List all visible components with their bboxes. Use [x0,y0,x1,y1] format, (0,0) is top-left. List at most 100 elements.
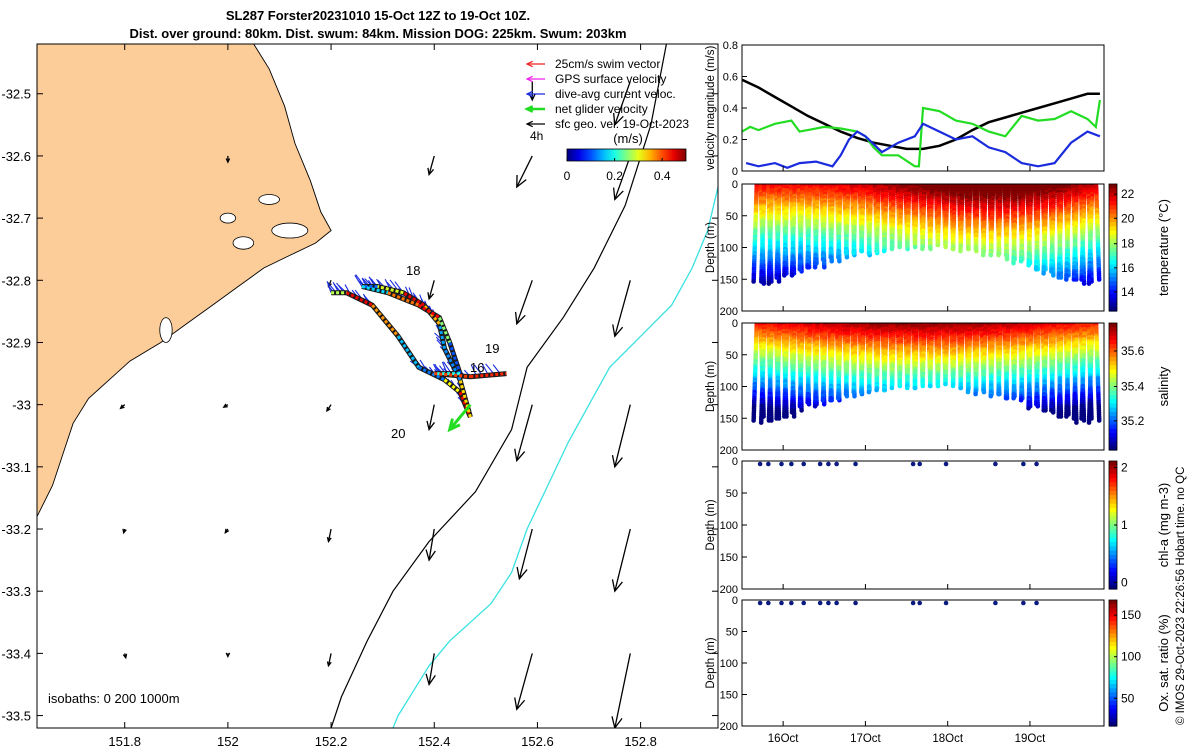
legend-entry: GPS surface velocity [555,72,666,86]
geo-velocity-arrow-head [225,652,231,659]
temperature-colorbar-cell [1109,234,1117,240]
temperature-data-point [866,250,872,256]
salinity-data-point [820,397,826,403]
temperature-data-point [782,273,787,278]
geo-velocity-arrow-head [425,549,436,562]
map-y-tick-label: -33 [12,398,31,413]
velocity-series-line [745,122,1101,169]
temperature-data-point [797,267,803,272]
temperature-colorbar-cell [1109,251,1117,257]
geo-velocity-arrow-head [222,403,228,408]
legend-marker-head [525,120,533,128]
temperature-y-axis-label: Depth (m) [705,222,717,273]
temperature-colorbar-cell [1109,260,1117,266]
geo-velocity-arrow-head [326,536,332,543]
temperature-data-point [943,242,948,248]
temperature-data-point [1041,271,1046,276]
legend-entry: sfc geo. vel. 19-Oct-2023 [555,117,689,131]
salinity-data-point [751,418,756,423]
lake-shape [271,222,309,239]
temperature-data-point [844,254,850,260]
salinity-data-point [799,408,804,413]
salinity-data-point [782,414,787,419]
temperature-data-point [829,258,834,264]
temperature-data-point [881,248,887,254]
temperature-data-point [820,256,826,262]
isobath-1000 [392,186,718,728]
temperature-colorbar-cell [1109,302,1117,308]
geo-velocity-arrow [518,528,533,579]
isobath-legend: isobaths: 0 200 1000m [48,691,180,706]
temperature-data-point [889,246,895,252]
legend-marker-head [525,60,533,68]
map-x-tick-label: 152 [217,734,239,749]
temperature-data-point [950,246,956,252]
temperature-colorbar-cell [1109,209,1117,215]
lake-shape [219,212,237,224]
temperature-data-point [859,248,864,254]
glider-track-segment [371,304,400,338]
velocity-series-line [741,78,1100,151]
temperature-data-point [1064,277,1069,282]
temperature-data-point [843,250,849,256]
isobath-200 [330,44,667,728]
temperature-colorbar-tick-label: 16 [1121,261,1135,275]
geo-velocity-arrow-head [326,661,332,668]
salinity-data-point [828,397,833,403]
temperature-colorbar-cell [1109,247,1117,253]
geo-velocity-arrow [428,280,435,300]
geo-velocity-arrow-head [516,566,528,581]
temperature-data-point [905,242,910,248]
velocity-series-line [741,99,1101,168]
lake-shape [159,317,173,343]
temperature-colorbar-cell [1109,205,1117,210]
temperature-data-point [766,281,772,286]
temperature-colorbar-cell [1109,285,1117,291]
geo-velocity-arrow-head [612,187,624,201]
map-x-tick-label: 152.8 [624,734,657,749]
geo-velocity-arrow-head [326,406,331,413]
salinity-data-point [821,402,827,407]
geo-velocity-arrow-head [427,292,435,301]
map-x-tick-label: 152.2 [315,734,348,749]
geo-velocity-arrow [516,280,533,325]
geo-velocity-arrow [327,653,332,666]
temperature-data-point [996,252,1001,258]
legend-marker-head [525,90,533,98]
colorbar-tick-label: 0.2 [606,169,623,183]
salinity-data-point [758,420,764,425]
temperature-colorbar-tick-label: 18 [1121,237,1135,251]
temperature-data-point [935,242,941,248]
glider-track-segment [458,391,472,418]
temperature-data-point [897,244,902,250]
temperature-colorbar-cell [1109,213,1117,219]
temperature-data-point [1071,277,1077,282]
figure-title-line2: Dist. over ground: 80km. Dist. swum: 84k… [129,26,626,41]
temperature-data-point [1056,275,1061,280]
geo-velocity-arrow [428,653,435,685]
velocity-y-tick-label: 0.6 [723,72,738,84]
speed-colorbar [566,148,687,162]
temperature-data-point [1079,277,1084,282]
geo-velocity-arrow [614,528,631,592]
geo-velocity-arrow-head [514,311,526,326]
temperature-data-point [1096,277,1102,282]
temperature-data-point [851,250,856,256]
temperature-data-point [980,252,986,258]
temperature-data-point [965,246,971,252]
geo-velocity-arrow [428,404,435,430]
temperature-y-tick-label: 200 [720,306,738,318]
geo-velocity-arrow-head [427,167,435,177]
glider-track-segment [443,378,461,394]
glider-track-segment [396,335,421,369]
temperature-colorbar-cell [1109,306,1117,312]
geo-velocity-arrow-head [514,448,526,463]
legend-entry: net glider velocity [555,102,648,116]
temperature-colorbar-cell [1109,264,1117,270]
temperature-data-point [1081,281,1087,286]
geo-velocity-arrow [428,528,435,561]
glider-track-segment [402,291,425,307]
